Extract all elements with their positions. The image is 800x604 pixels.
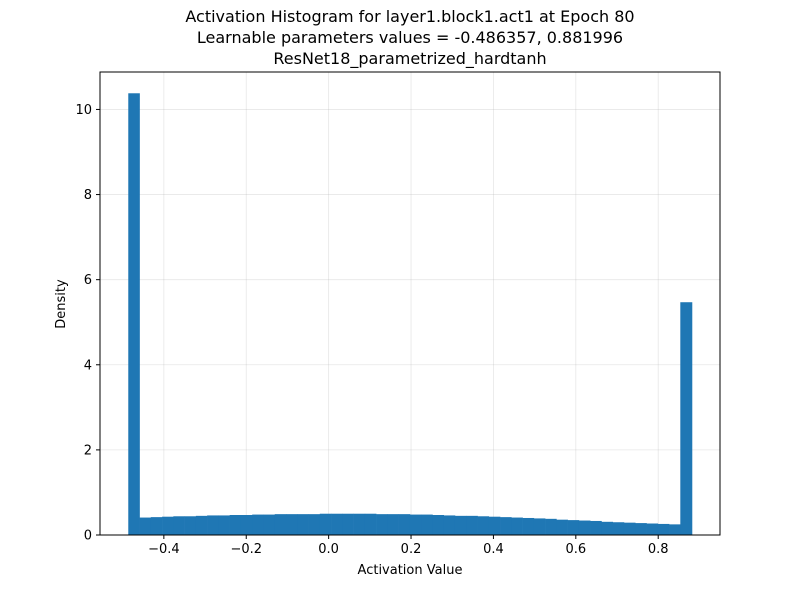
- histogram-bar: [680, 302, 693, 535]
- histogram-bar: [545, 518, 557, 535]
- histogram-bar: [173, 516, 185, 535]
- histogram-bar: [511, 517, 523, 535]
- histogram-bar: [342, 513, 354, 535]
- histogram-bar: [353, 513, 366, 535]
- histogram-bar: [387, 514, 399, 535]
- y-tick-label: 2: [84, 443, 92, 458]
- y-tick-label: 4: [84, 358, 92, 373]
- histogram-bar: [139, 517, 152, 535]
- histogram-bar: [601, 521, 614, 535]
- histogram-bar: [657, 523, 670, 535]
- histogram-bar: [522, 517, 535, 535]
- histogram-bar: [162, 516, 174, 535]
- histogram-bar: [297, 514, 309, 535]
- y-tick-label: 0: [84, 529, 92, 544]
- histogram-bar: [578, 520, 591, 535]
- histogram-bar: [443, 515, 456, 535]
- histogram-bar: [240, 514, 253, 535]
- y-tick-label: 6: [84, 273, 92, 288]
- x-tick-label: 0.0: [318, 542, 339, 557]
- x-tick-label: −0.2: [230, 542, 262, 557]
- histogram-bar: [184, 516, 197, 535]
- chart-title-line-3: ResNet18_parametrized_hardtanh: [273, 49, 546, 69]
- histogram-bar: [207, 515, 219, 535]
- plot-background: [100, 72, 720, 535]
- histogram-bar: [274, 514, 287, 535]
- histogram-bar: [612, 522, 625, 535]
- histogram-bar: [477, 516, 490, 535]
- histogram-bar: [195, 515, 208, 535]
- histogram-bar: [263, 514, 276, 535]
- histogram-bar: [364, 513, 377, 535]
- histogram-bar: [331, 513, 343, 535]
- histogram-bar: [669, 524, 681, 535]
- histogram-bar: [556, 519, 568, 535]
- chart-title-line-1: Activation Histogram for layer1.block1.a…: [185, 7, 634, 26]
- histogram-bar: [218, 515, 230, 535]
- histogram-bar: [421, 514, 433, 535]
- histogram-bar: [150, 517, 163, 535]
- histogram-bar: [533, 518, 546, 535]
- histogram-bar: [590, 520, 602, 535]
- histogram-bar: [286, 514, 298, 535]
- x-axis-label: Activation Value: [358, 563, 463, 578]
- x-tick-label: 0.8: [648, 542, 669, 557]
- histogram-bar: [454, 515, 467, 535]
- histogram-bar: [409, 514, 422, 535]
- histogram-bar: [567, 520, 580, 535]
- histogram-bar: [376, 514, 388, 535]
- histogram-bar: [466, 515, 478, 535]
- y-axis-label: Density: [54, 279, 69, 329]
- histogram-bar: [432, 514, 445, 535]
- plot-frame: [99, 71, 721, 536]
- histogram-bar: [128, 93, 140, 535]
- histogram-bar: [398, 514, 411, 535]
- histogram-bar: [252, 514, 264, 535]
- x-tick-label: 0.6: [565, 542, 586, 557]
- histogram-bar: [646, 523, 659, 535]
- y-tick-label: 10: [75, 103, 92, 118]
- histogram-bar: [488, 516, 501, 535]
- plot-area: −0.4 −0.2 0.0 0.2 0.4 0.6 0.8 0 2 4 6 8 10: [75, 71, 721, 557]
- x-tick-label: 0.2: [401, 542, 422, 557]
- histogram-bar: [308, 514, 321, 535]
- x-tick-label: −0.4: [148, 542, 180, 557]
- y-tick-label: 8: [84, 188, 92, 203]
- chart-title-line-2: Learnable parameters values = -0.486357,…: [197, 28, 623, 47]
- histogram-bar: [319, 513, 332, 535]
- histogram-bar: [635, 523, 647, 535]
- histogram-bar: [623, 522, 636, 535]
- histogram-bar: [500, 517, 512, 535]
- x-tick-label: 0.4: [483, 542, 504, 557]
- histogram-bar: [229, 514, 242, 535]
